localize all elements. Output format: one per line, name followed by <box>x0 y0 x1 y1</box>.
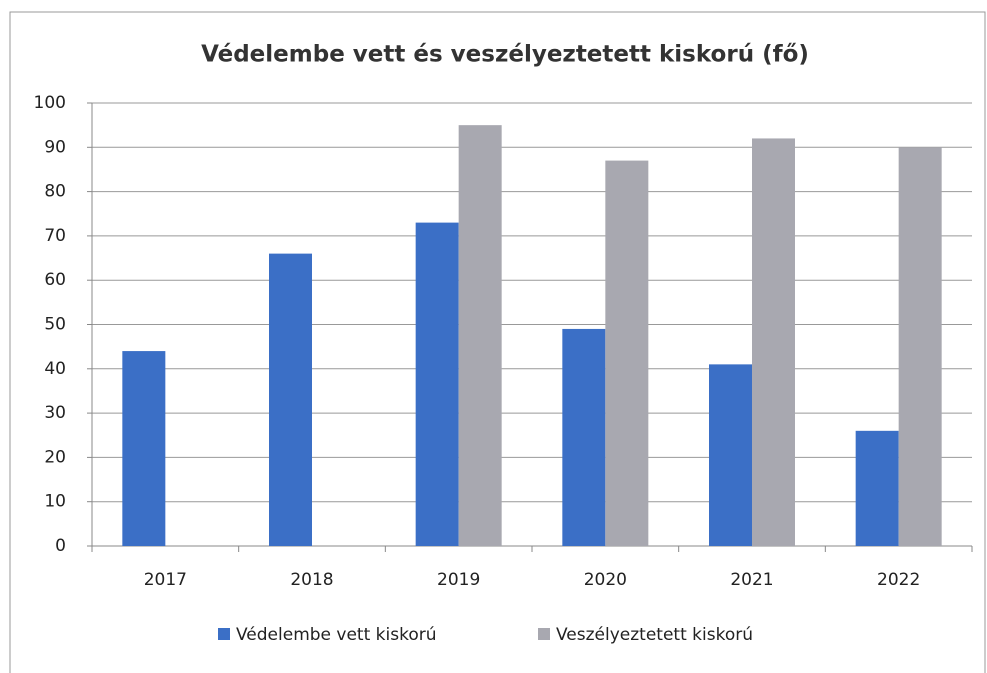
x-tick-label: 2019 <box>437 570 480 590</box>
y-tick-label: 30 <box>44 403 66 423</box>
y-tick-label: 40 <box>44 359 66 379</box>
y-tick-label: 90 <box>44 137 66 157</box>
bar <box>898 147 942 547</box>
y-tick-label: 100 <box>34 93 66 113</box>
legend-swatch <box>218 628 230 640</box>
bar <box>122 351 166 546</box>
bar <box>415 222 459 547</box>
y-tick-label: 70 <box>44 226 66 246</box>
y-tick-label: 50 <box>44 315 66 335</box>
y-tick-label: 10 <box>44 492 66 512</box>
y-tick-label: 0 <box>55 536 66 556</box>
legend-swatch <box>538 628 550 640</box>
x-tick-label: 2020 <box>584 570 627 590</box>
y-tick-label: 60 <box>44 270 66 290</box>
chart-title: Védelembe vett és veszélyeztetett kiskor… <box>201 42 809 68</box>
x-tick-label: 2017 <box>144 570 187 590</box>
bar <box>269 253 312 546</box>
bar <box>752 138 795 546</box>
bar <box>855 430 899 546</box>
bar <box>709 364 752 546</box>
x-tick-label: 2022 <box>877 570 920 590</box>
bar <box>562 328 606 546</box>
y-tick-label: 80 <box>44 182 66 202</box>
bar <box>605 160 649 546</box>
legend-label: Veszélyeztetett kiskorú <box>556 625 753 645</box>
x-tick-label: 2018 <box>290 570 333 590</box>
x-tick-label: 2021 <box>730 570 773 590</box>
legend-label: Védelembe vett kiskorú <box>236 625 437 645</box>
bar <box>458 125 502 547</box>
y-tick-label: 20 <box>44 447 66 467</box>
